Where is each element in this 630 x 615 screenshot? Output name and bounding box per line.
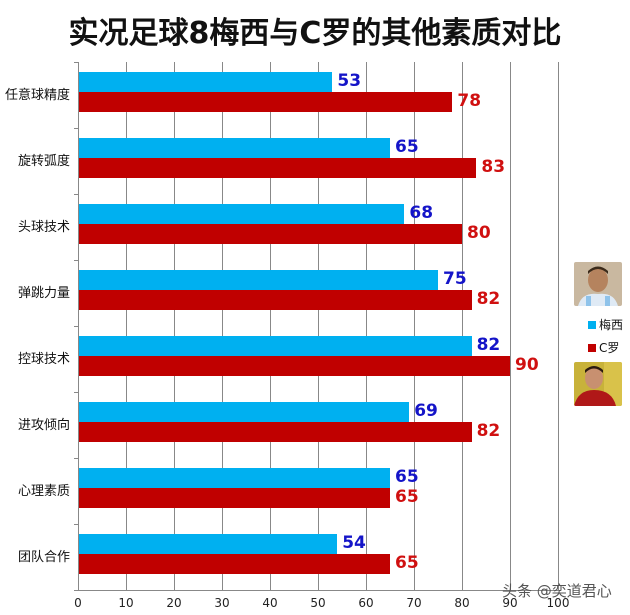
messi-value-label: 69 — [414, 401, 438, 421]
y-tick — [74, 392, 78, 393]
gridline — [366, 62, 367, 590]
category-label: 头球技术 — [17, 220, 70, 235]
category-label: 团队合作 — [17, 550, 70, 565]
ronaldo-value-label: 82 — [476, 289, 501, 309]
messi-bar — [79, 402, 410, 422]
messi-bar — [79, 336, 472, 356]
ronaldo-value-label: 78 — [457, 91, 482, 111]
ronaldo-bar — [79, 422, 472, 442]
messi-photo-icon — [574, 262, 622, 306]
gridline — [222, 62, 223, 590]
ronaldo-bar — [79, 158, 477, 178]
ronaldo-value-label: 65 — [395, 487, 419, 507]
legend-item-messi: 梅西 — [588, 316, 626, 333]
ronaldo-value-label: 65 — [395, 553, 419, 573]
y-tick — [74, 260, 78, 261]
ronaldo-bar — [79, 290, 472, 310]
messi-bar — [79, 468, 390, 488]
ronaldo-bar — [79, 224, 462, 244]
messi-bar — [79, 72, 333, 92]
ronaldo-value-label: 90 — [515, 355, 539, 375]
x-tick-label: 40 — [262, 596, 278, 610]
chart-title: 实况足球8梅西与C罗的其他素质对比 — [68, 16, 562, 51]
gridline — [126, 62, 127, 590]
y-tick — [74, 590, 78, 591]
ronaldo-swatch-icon — [588, 343, 596, 352]
messi-value-label: 68 — [409, 203, 434, 223]
category-label: 弹跳力量 — [17, 286, 70, 301]
y-tick — [74, 62, 78, 63]
x-tick-label: 100 — [546, 596, 570, 610]
ronaldo-value-label: 82 — [476, 421, 501, 441]
y-axis — [78, 62, 79, 590]
messi-value-label: 65 — [395, 467, 419, 487]
x-tick-label: 90 — [502, 596, 518, 610]
watermark: 头条 @奕道君心 — [502, 582, 612, 600]
gridline — [462, 62, 463, 590]
ronaldo-photo-icon — [574, 362, 622, 406]
category-label: 控球技术 — [17, 352, 70, 367]
legend: 梅西 C罗 — [574, 262, 626, 410]
category-label: 进攻倾向 — [17, 418, 70, 433]
ronaldo-value-label: 83 — [481, 157, 506, 177]
x-tick-label: 60 — [358, 596, 374, 610]
ronaldo-bar — [79, 356, 510, 376]
gridline — [174, 62, 175, 590]
category-label: 任意球精度 — [4, 88, 70, 103]
x-tick-label: 20 — [166, 596, 182, 610]
gridline — [510, 62, 511, 590]
gridline — [414, 62, 415, 590]
y-tick — [74, 458, 78, 459]
messi-value-label: 75 — [443, 269, 467, 289]
messi-swatch-icon — [588, 320, 596, 329]
x-tick-label: 50 — [310, 596, 326, 610]
messi-value-label: 65 — [395, 137, 419, 157]
y-tick — [74, 524, 78, 525]
messi-bar — [79, 204, 405, 224]
messi-value-label: 54 — [342, 533, 366, 553]
gridline — [558, 62, 559, 590]
y-tick — [74, 326, 78, 327]
x-tick-label: 80 — [454, 596, 470, 610]
messi-bar — [79, 534, 338, 554]
ronaldo-value-label: 80 — [467, 223, 491, 243]
messi-bar — [79, 270, 438, 290]
x-tick-label: 0 — [74, 596, 82, 610]
gridline — [270, 62, 271, 590]
gridline — [318, 62, 319, 590]
x-tick-label: 10 — [118, 596, 134, 610]
messi-bar — [79, 138, 390, 158]
x-axis — [74, 590, 560, 591]
legend-item-ronaldo: C罗 — [588, 339, 626, 356]
messi-value-label: 82 — [476, 335, 501, 355]
category-label: 旋转弧度 — [17, 154, 70, 169]
x-tick-label: 70 — [406, 596, 422, 610]
ronaldo-bar — [79, 92, 453, 112]
y-tick — [74, 194, 78, 195]
messi-value-label: 53 — [337, 71, 362, 91]
ronaldo-bar — [79, 554, 390, 574]
x-tick-label: 30 — [214, 596, 230, 610]
category-label: 心理素质 — [17, 484, 70, 499]
ronaldo-bar — [79, 488, 390, 508]
y-tick — [74, 128, 78, 129]
